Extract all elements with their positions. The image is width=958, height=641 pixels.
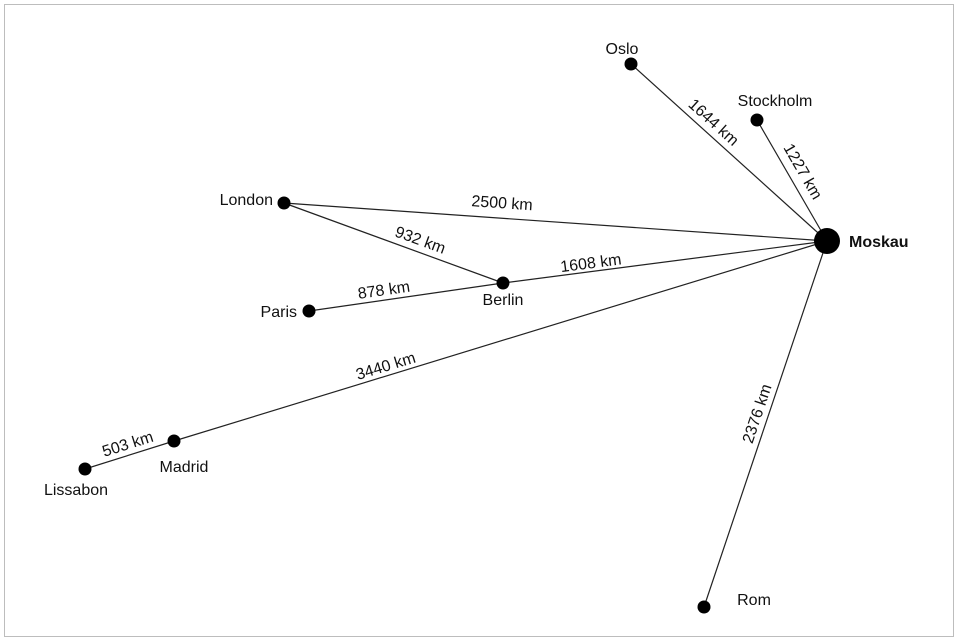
- city-node-lissabon: [78, 462, 92, 476]
- distance-label-paris-berlin: 878 km: [357, 279, 411, 303]
- route-lines: [84, 63, 828, 608]
- city-label-stockholm: Stockholm: [738, 93, 813, 110]
- city-label-moskau: Moskau: [849, 234, 909, 251]
- city-label-oslo: Oslo: [606, 41, 639, 58]
- distance-label-rom-moskau: 2376 km: [740, 382, 776, 446]
- route-line-berlin-moskau: [502, 240, 828, 284]
- city-label-lissabon: Lissabon: [44, 482, 108, 499]
- route-line-rom-moskau: [703, 240, 828, 608]
- route-line-madrid-moskau: [173, 240, 828, 442]
- city-node-stockholm: [750, 113, 764, 127]
- city-node-oslo: [624, 57, 638, 71]
- distance-label-berlin-moskau: 1608 km: [559, 251, 622, 276]
- city-node-paris: [302, 304, 316, 318]
- city-nodes: [78, 57, 840, 614]
- city-node-moskau: [814, 228, 840, 254]
- city-label-london: London: [220, 192, 273, 209]
- city-node-berlin: [496, 276, 510, 290]
- route-line-london-berlin: [283, 202, 504, 284]
- route-line-lissabon-madrid: [84, 440, 175, 470]
- city-labels: Moskau Oslo Stockholm London Berlin Paris Madr…: [44, 41, 909, 609]
- city-label-rom: Rom: [737, 592, 771, 609]
- city-node-london: [277, 196, 291, 210]
- city-label-berlin: Berlin: [483, 292, 524, 309]
- distance-label-london-moskau: 2500 km: [471, 193, 533, 214]
- city-node-rom: [697, 600, 711, 614]
- route-line-oslo-moskau: [630, 63, 828, 242]
- city-label-madrid: Madrid: [160, 459, 209, 476]
- distance-label-madrid-moskau: 3440 km: [354, 350, 418, 384]
- route-line-paris-berlin: [308, 282, 504, 312]
- distance-label-oslo-moskau: 1644 km: [685, 96, 742, 150]
- city-label-paris: Paris: [261, 304, 297, 321]
- route-line-stockholm-moskau: [756, 119, 828, 242]
- city-node-madrid: [167, 434, 181, 448]
- route-line-london-moskau: [283, 202, 828, 242]
- diagram-frame: [4, 4, 954, 637]
